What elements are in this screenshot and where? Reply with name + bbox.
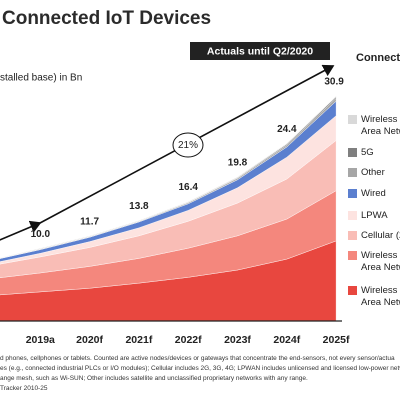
legend-label: Cellular (2: [361, 230, 400, 241]
total-label: 19.8: [228, 157, 248, 168]
x-tick-label: 2021f: [125, 334, 152, 346]
legend-swatch: [348, 211, 357, 220]
banner-box: [190, 42, 330, 60]
legend-title: Connecti: [356, 52, 400, 64]
total-label: 30.9: [324, 77, 344, 88]
footnote: es (e.g., connected industrial PLCs or I…: [0, 365, 400, 372]
total-label: 13.8: [129, 201, 149, 212]
x-tick-label: 2025f: [323, 334, 350, 346]
banner: Actuals until Q2/2020: [207, 45, 313, 57]
x-tick-label: 2019a: [26, 334, 55, 346]
footnote: Tracker 2010-25: [0, 385, 48, 392]
legend-swatch: [348, 115, 357, 124]
footnote: d phones, cellphones or tablets. Counted…: [0, 355, 395, 362]
cagr-label: 21%: [178, 140, 198, 151]
cagr-bubble: [172, 132, 204, 158]
x-tick-label: 2023f: [224, 334, 251, 346]
legend-item: 5G: [348, 147, 400, 159]
legend-label: Other: [361, 167, 385, 178]
legend-item: Wired: [348, 188, 400, 200]
footnote: ange mesh, such as Wi-SUN; Other include…: [0, 375, 308, 382]
legend-item: Other: [348, 167, 400, 179]
subtitle: stalled base) in Bn: [0, 73, 82, 84]
total-label: 11.7: [80, 216, 99, 227]
legend-item: LPWA: [348, 210, 400, 222]
legend-label: Wireless P Area Netw: [361, 285, 400, 308]
legend-item: Cellular (2: [348, 230, 400, 242]
legend-item: Wireless N Area Netw: [348, 114, 400, 138]
x-tick-label: 2024f: [273, 334, 300, 346]
legend-label: Wired: [361, 188, 386, 199]
legend-item: Wireless L Area Netw: [348, 250, 400, 274]
legend-label: LPWA: [361, 210, 388, 221]
legend-label: 5G: [361, 147, 374, 158]
legend-label: Wireless L Area Netw: [361, 250, 400, 273]
chart-title: Connected IoT Devices: [2, 8, 211, 29]
trend-arrow: [0, 220, 42, 241]
x-tick-label: 2022f: [175, 334, 202, 346]
total-label: 24.4: [277, 124, 297, 135]
total-label: 16.4: [178, 182, 198, 193]
legend-swatch: [348, 251, 357, 260]
legend-swatch: [348, 148, 357, 157]
legend-swatch: [348, 231, 357, 240]
legend-swatch: [348, 286, 357, 295]
total-label: 10.0: [31, 229, 51, 240]
area: [0, 95, 337, 259]
legend-label: Wireless N Area Netw: [361, 114, 400, 137]
legend-swatch: [348, 168, 357, 177]
legend-item: Wireless P Area Netw: [348, 285, 400, 309]
x-tick-label: 2020f: [76, 334, 103, 346]
legend-swatch: [348, 189, 357, 198]
